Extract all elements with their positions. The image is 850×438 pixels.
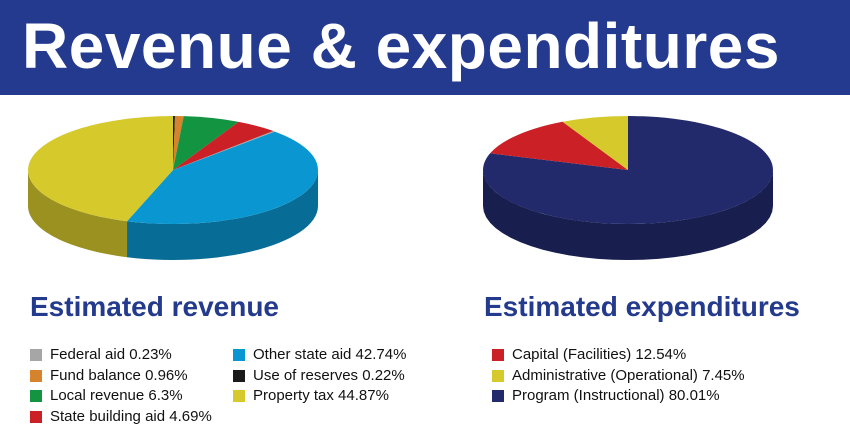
revenue-legend-label: Federal aid 0.23% xyxy=(50,346,172,363)
revenue-legend-label: Other state aid 42.74% xyxy=(253,346,407,363)
expenditures-slice-program-instructional xyxy=(482,116,773,224)
expenditures-side-program-instructional xyxy=(483,170,773,260)
expenditures-slice-administrative-operational xyxy=(562,116,628,170)
revenue-legend-label: Fund balance 0.96% xyxy=(50,366,188,384)
revenue-chart-title: Estimated revenue xyxy=(30,291,279,322)
expenditures-chart-title: Estimated expenditures xyxy=(484,291,800,322)
revenue-legend-label: Use of reserves 0.22% xyxy=(253,366,405,384)
revenue-slice-local-revenue xyxy=(173,116,239,170)
expenditures-legend-swatch xyxy=(492,349,504,361)
expenditures-legend-label: Capital (Facilities) 12.54% xyxy=(512,346,687,363)
title-banner: Revenue & expenditures xyxy=(0,0,850,95)
expenditures-legend-swatch xyxy=(492,390,504,402)
revenue-pie-chart xyxy=(28,116,319,260)
revenue-legend-item-federal-aid: Federal aid 0.23% xyxy=(30,346,172,364)
revenue-legend-item-fund-balance: Fund balance 0.96% xyxy=(30,367,188,385)
revenue-legend-label: State building aid 4.69% xyxy=(50,407,212,425)
revenue-side-property-tax xyxy=(28,170,128,258)
revenue-side-other-state-aid xyxy=(127,170,318,260)
revenue-legend-swatch xyxy=(30,410,42,423)
revenue-slice-use-of-reserves xyxy=(173,116,175,170)
revenue-legend-swatch xyxy=(233,369,245,382)
revenue-legend-swatch xyxy=(30,349,42,361)
revenue-legend-item-use-of-reserves: Use of reserves 0.22% xyxy=(233,367,405,385)
expenditures-pie-chart xyxy=(482,116,773,260)
revenue-slice-state-building-aid xyxy=(173,121,274,170)
revenue-legend-label: Property tax 44.87% xyxy=(253,387,389,404)
revenue-slice-federal-aid xyxy=(173,131,275,170)
page-title: Revenue & expenditures xyxy=(22,10,780,82)
expenditures-legend-item-administrative-operational: Administrative (Operational) 7.45% xyxy=(492,367,745,385)
revenue-legend-item-state-building-aid: State building aid 4.69% xyxy=(30,408,212,426)
revenue-slice-other-state-aid xyxy=(127,131,319,224)
revenue-legend-label: Local revenue 6.3% xyxy=(50,387,183,404)
revenue-legend-item-other-state-aid: Other state aid 42.74% xyxy=(233,346,406,364)
revenue-legend-swatch xyxy=(233,349,245,361)
revenue-legend-swatch xyxy=(30,390,42,402)
expenditures-slice-capital-facilities xyxy=(490,121,628,170)
revenue-slice-property-tax xyxy=(28,116,173,222)
revenue-legend-item-property-tax: Property tax 44.87% xyxy=(233,387,389,405)
revenue-legend-swatch xyxy=(233,390,245,402)
expenditures-legend-label: Administrative (Operational) 7.45% xyxy=(512,366,745,384)
revenue-slice-fund-balance xyxy=(173,116,184,170)
expenditures-legend-swatch xyxy=(492,369,504,382)
expenditures-legend-label: Program (Instructional) 80.01% xyxy=(512,387,720,404)
revenue-legend-item-local-revenue: Local revenue 6.3% xyxy=(30,387,183,405)
expenditures-legend-item-capital-facilities: Capital (Facilities) 12.54% xyxy=(492,346,686,364)
revenue-legend-swatch xyxy=(30,369,42,382)
expenditures-legend-item-program-instructional: Program (Instructional) 80.01% xyxy=(492,387,720,405)
